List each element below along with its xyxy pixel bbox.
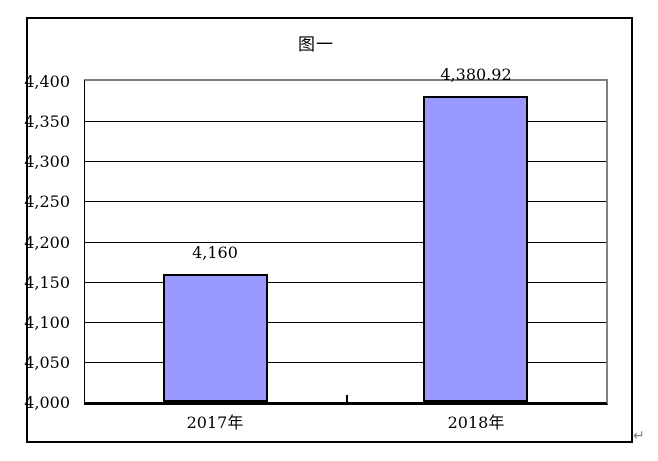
chart-title: 图一	[298, 35, 334, 55]
y-axis-tick-label: 4,100	[24, 313, 70, 332]
gridline	[85, 282, 606, 283]
y-axis-tick-label: 4,050	[24, 353, 70, 372]
y-axis-tick-label: 4,300	[24, 152, 70, 171]
y-axis-tick-label: 4,000	[24, 393, 70, 412]
x-axis-tick	[346, 395, 348, 402]
gridline	[85, 242, 606, 243]
y-axis-tick-label: 4,200	[24, 233, 70, 252]
bar	[423, 96, 528, 402]
paragraph-mark-icon: ↵	[633, 428, 645, 444]
gridline	[85, 322, 606, 323]
y-axis-tick-label: 4,250	[24, 192, 70, 211]
x-axis-category-label: 2017年	[186, 413, 244, 432]
y-axis-tick-label: 4,150	[24, 273, 70, 292]
y-axis-tick-label: 4,400	[24, 72, 70, 91]
gridline	[85, 161, 606, 162]
bar-value-label: 4,160	[192, 243, 238, 262]
y-axis-tick-label: 4,350	[24, 112, 70, 131]
gridline	[85, 201, 606, 202]
gridline	[85, 362, 606, 363]
bar-value-label: 4,380.92	[440, 65, 512, 84]
x-axis-category-label: 2018年	[447, 413, 505, 432]
gridline	[85, 121, 606, 122]
bar	[163, 274, 268, 402]
